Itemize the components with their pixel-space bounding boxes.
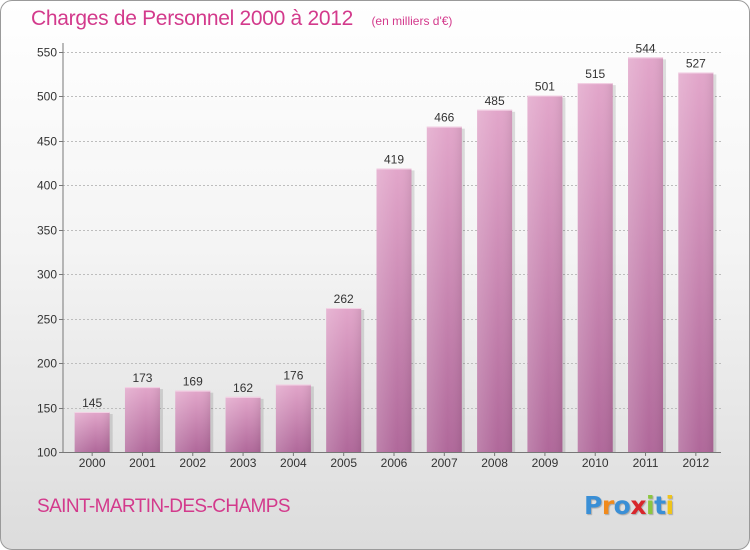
- bar-highlight: [527, 95, 563, 453]
- brand-logo-letter: t: [654, 491, 666, 520]
- bar-highlight: [275, 384, 311, 452]
- y-tick-label: 450: [37, 135, 57, 149]
- bar-highlight: [124, 387, 160, 452]
- bar-highlight: [74, 412, 110, 452]
- bar-highlight: [376, 168, 412, 452]
- title-row: Charges de Personnel 2000 à 2012 (en mil…: [31, 7, 452, 31]
- bar-value-label: 162: [233, 381, 253, 395]
- bar-highlight: [628, 57, 664, 452]
- brand-logo-letter: r: [601, 491, 614, 520]
- chart-title: Charges de Personnel 2000 à 2012: [31, 7, 353, 30]
- y-tick-label: 250: [37, 313, 57, 327]
- x-tick-label: 2003: [230, 456, 257, 470]
- bar-highlight: [678, 72, 714, 452]
- brand-logo-letter: x: [630, 491, 646, 520]
- bar-highlight: [326, 308, 362, 452]
- bar-value-label: 145: [82, 396, 102, 410]
- bar-highlight: [477, 109, 513, 453]
- y-tick-label: 200: [37, 357, 57, 371]
- bar-value-label: 169: [183, 375, 203, 389]
- brand-logo-letter: i: [646, 491, 655, 520]
- place-name: SAINT-MARTIN-DES-CHAMPS: [37, 496, 291, 517]
- x-tick-label: 2000: [79, 456, 106, 470]
- x-tick-label: 2002: [179, 456, 206, 470]
- bar-value-label: 262: [334, 292, 354, 306]
- brand-logo-letter: o: [613, 491, 631, 520]
- brand-logo: Proxiti: [584, 491, 674, 520]
- x-tick-label: 2012: [682, 456, 709, 470]
- y-tick-label: 300: [37, 268, 57, 282]
- bar-value-label: 501: [535, 80, 555, 94]
- x-tick-label: 2009: [532, 456, 559, 470]
- bar-layer: [74, 57, 717, 453]
- y-tick-label: 400: [37, 179, 57, 193]
- y-tick-label: 150: [37, 402, 57, 416]
- x-tick-label: 2010: [582, 456, 609, 470]
- bar-value-label: 527: [686, 56, 706, 70]
- label-layer: 100 150 200 250 300 350 400 450 500 550 145 2000 173…: [37, 41, 710, 470]
- bar-value-label: 466: [434, 111, 454, 125]
- x-tick-label: 2004: [280, 456, 307, 470]
- y-tick-label: 550: [37, 46, 57, 60]
- x-tick-label: 2007: [431, 456, 458, 470]
- chart-subtitle: (en milliers d'€): [371, 14, 453, 28]
- y-tick-label: 350: [37, 224, 57, 238]
- bar-highlight: [426, 126, 462, 453]
- bar-value-label: 419: [384, 152, 404, 166]
- bar-highlight: [175, 390, 211, 452]
- brand-logo-letter: i: [665, 491, 675, 520]
- bar-highlight: [225, 396, 261, 452]
- x-tick-label: 2011: [633, 456, 659, 470]
- y-tick-label: 500: [37, 90, 57, 104]
- x-tick-label: 2008: [481, 456, 508, 470]
- brand-logo-letter: P: [584, 491, 602, 520]
- bar-value-label: 485: [485, 94, 505, 108]
- bar-value-label: 515: [585, 67, 605, 81]
- y-tick-label: 100: [37, 446, 57, 460]
- bar-value-label: 176: [283, 368, 303, 382]
- bar-highlight: [577, 83, 613, 452]
- bar-value-label: 544: [636, 41, 656, 55]
- x-tick-label: 2006: [381, 456, 408, 470]
- x-tick-label: 2001: [129, 456, 156, 470]
- x-tick-label: 2005: [330, 456, 357, 470]
- bar-value-label: 173: [132, 371, 152, 385]
